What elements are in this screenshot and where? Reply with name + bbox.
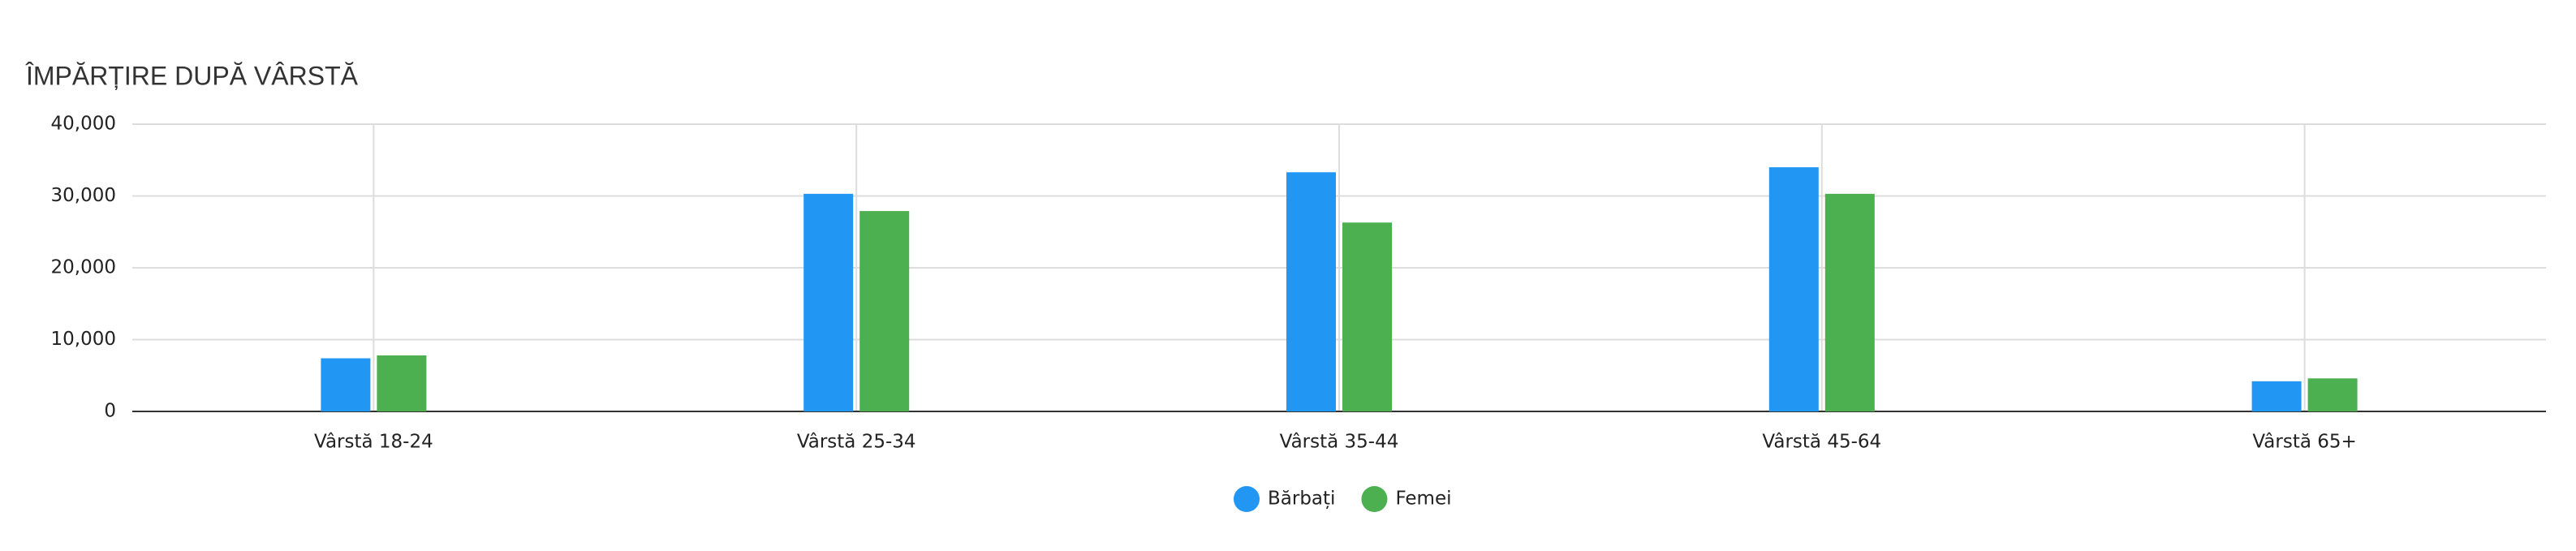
legend-marker bbox=[1361, 486, 1388, 512]
x-tick-label: Vârstă 25-34 bbox=[797, 432, 916, 453]
legend-label: Bărbați bbox=[1268, 489, 1335, 510]
legend-label: Femei bbox=[1395, 489, 1451, 510]
bar bbox=[859, 211, 910, 411]
bar bbox=[377, 355, 427, 411]
bar bbox=[1286, 172, 1336, 412]
x-tick-label: Vârstă 65+ bbox=[2252, 432, 2356, 453]
bar bbox=[1768, 167, 1819, 411]
y-tick-label: 10,000 bbox=[51, 329, 116, 350]
bar bbox=[803, 193, 854, 411]
y-tick-label: 40,000 bbox=[51, 114, 116, 135]
bar bbox=[1824, 193, 1875, 411]
x-tick-label: Vârstă 18-24 bbox=[314, 432, 433, 453]
x-tick-label: Vârstă 45-64 bbox=[1762, 432, 1881, 453]
bar bbox=[321, 358, 371, 411]
chart-title: ÎMPĂRȚIRE DUPĂ VÂRSTĂ bbox=[25, 61, 359, 90]
legend-marker bbox=[1234, 486, 1260, 512]
bar bbox=[2251, 381, 2302, 411]
y-tick-label: 20,000 bbox=[51, 257, 116, 278]
y-tick-label: 30,000 bbox=[51, 185, 116, 206]
bar bbox=[1342, 222, 1392, 411]
bar bbox=[2307, 378, 2358, 411]
y-tick-label: 0 bbox=[104, 401, 116, 422]
x-tick-label: Vârstă 35-44 bbox=[1280, 432, 1399, 453]
